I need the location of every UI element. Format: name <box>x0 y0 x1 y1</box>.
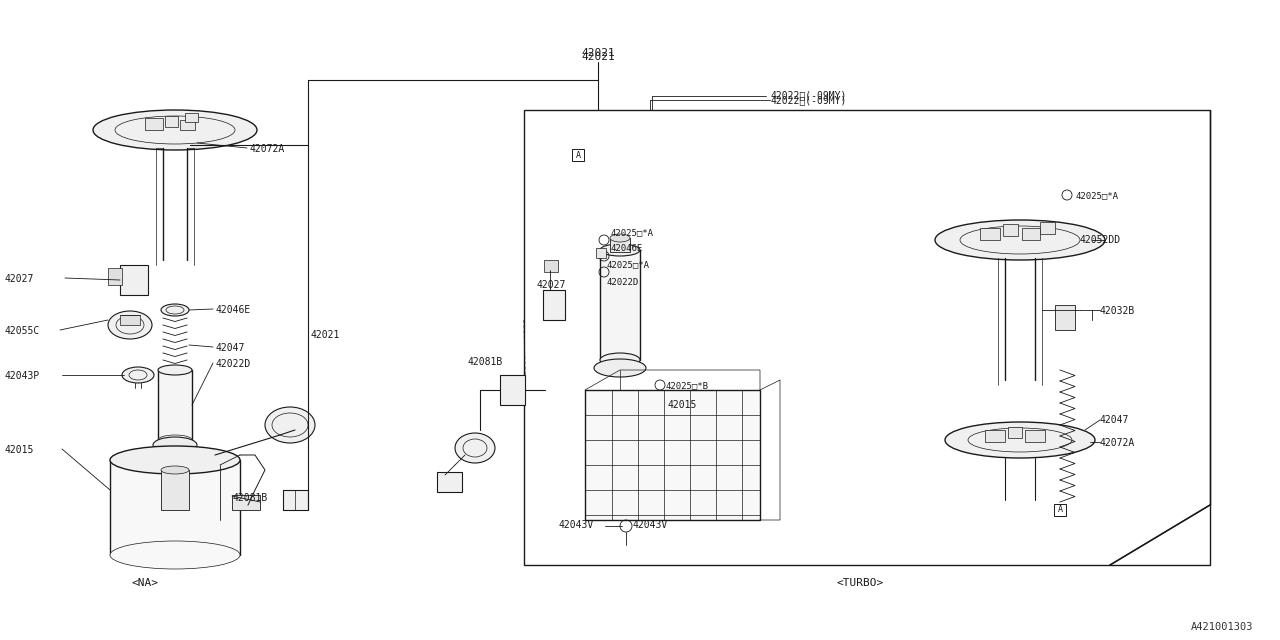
Bar <box>1004 224 1018 236</box>
Bar <box>524 110 1210 565</box>
Bar <box>986 430 1005 442</box>
Bar <box>157 370 192 440</box>
Bar <box>1053 504 1066 516</box>
Text: 42025□*A: 42025□*A <box>611 228 653 237</box>
Ellipse shape <box>600 353 640 367</box>
Ellipse shape <box>157 365 192 375</box>
Bar <box>232 495 260 510</box>
Text: A: A <box>1057 506 1062 515</box>
Text: 42021: 42021 <box>581 48 614 58</box>
Text: 42021: 42021 <box>310 330 339 340</box>
Text: 42022・(-09MY): 42022・(-09MY) <box>771 95 846 105</box>
Text: 42043V: 42043V <box>632 520 667 530</box>
Ellipse shape <box>157 435 192 445</box>
Text: 42022・(-09MY): 42022・(-09MY) <box>771 90 846 100</box>
Bar <box>108 268 122 285</box>
Ellipse shape <box>611 234 630 242</box>
Bar <box>161 470 189 510</box>
Ellipse shape <box>161 304 189 316</box>
Bar <box>611 238 630 252</box>
Text: 42052DD: 42052DD <box>1080 235 1121 245</box>
Text: 42015: 42015 <box>4 445 33 455</box>
Ellipse shape <box>600 244 640 256</box>
Ellipse shape <box>454 433 495 463</box>
Ellipse shape <box>122 367 154 383</box>
Ellipse shape <box>594 359 646 377</box>
Bar <box>1009 427 1021 438</box>
Bar <box>283 490 308 510</box>
Text: 42046E: 42046E <box>215 305 251 315</box>
Bar <box>145 118 163 130</box>
Text: A: A <box>576 150 581 159</box>
Text: 42047: 42047 <box>215 343 244 353</box>
Text: 42043V: 42043V <box>559 520 594 530</box>
Bar <box>180 120 195 130</box>
Bar <box>186 113 198 122</box>
Bar <box>120 315 140 325</box>
Bar <box>1021 228 1039 240</box>
Bar <box>1025 430 1044 442</box>
Text: 42043P: 42043P <box>4 371 40 381</box>
Text: 42081B: 42081B <box>232 493 268 503</box>
Bar <box>1055 305 1075 330</box>
Text: 42032B: 42032B <box>1100 306 1135 316</box>
Bar <box>1039 222 1055 234</box>
Text: A421001303: A421001303 <box>1190 622 1253 632</box>
Bar <box>120 265 148 295</box>
Text: 42022D: 42022D <box>605 278 639 287</box>
Ellipse shape <box>110 541 241 569</box>
Text: 42046E: 42046E <box>611 244 643 253</box>
Ellipse shape <box>161 466 189 474</box>
Ellipse shape <box>110 446 241 474</box>
Text: 42055C: 42055C <box>4 326 40 336</box>
Bar <box>165 116 178 127</box>
Text: 42072A: 42072A <box>250 144 284 154</box>
Text: 42047: 42047 <box>1100 415 1129 425</box>
Text: 42022D: 42022D <box>215 359 251 369</box>
Bar <box>500 375 525 405</box>
Bar <box>436 472 462 492</box>
Text: 42027: 42027 <box>4 274 33 284</box>
Text: 42027: 42027 <box>536 280 566 290</box>
Text: 42025□*A: 42025□*A <box>605 260 649 269</box>
Ellipse shape <box>934 220 1105 260</box>
Bar <box>596 248 605 258</box>
Text: <NA>: <NA> <box>132 578 159 588</box>
Bar <box>543 290 564 320</box>
Bar <box>110 460 241 555</box>
Text: <TURBO>: <TURBO> <box>836 578 883 588</box>
Bar <box>572 149 584 161</box>
Bar <box>980 228 1000 240</box>
Bar <box>600 250 640 360</box>
Text: 42072A: 42072A <box>1100 438 1135 448</box>
Text: 42021: 42021 <box>581 52 614 62</box>
Text: 42081B: 42081B <box>467 357 502 367</box>
Text: 42025□*B: 42025□*B <box>666 381 708 390</box>
Ellipse shape <box>945 422 1094 458</box>
Ellipse shape <box>108 311 152 339</box>
Text: 42025□*A: 42025□*A <box>1075 191 1117 200</box>
Text: 42015: 42015 <box>667 400 696 410</box>
Ellipse shape <box>154 437 197 453</box>
Bar <box>585 390 760 520</box>
Ellipse shape <box>265 407 315 443</box>
Bar <box>544 260 558 272</box>
Ellipse shape <box>93 110 257 150</box>
